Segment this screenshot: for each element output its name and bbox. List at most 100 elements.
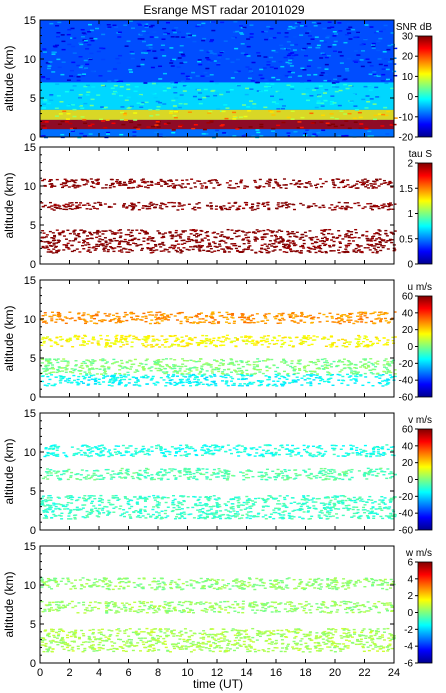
snr-cell bbox=[209, 40, 214, 43]
heatmap-cell bbox=[291, 381, 295, 384]
heatmap-cell bbox=[385, 380, 389, 382]
colorbar-tick-label: 40 bbox=[402, 308, 414, 319]
heatmap-cell bbox=[240, 179, 244, 181]
heatmap-cell bbox=[287, 246, 291, 248]
heatmap-cell bbox=[154, 367, 158, 370]
heatmap-cell bbox=[359, 515, 363, 517]
heatmap-cell bbox=[125, 207, 129, 209]
snr-cell bbox=[290, 85, 295, 88]
heatmap-cell bbox=[357, 334, 361, 337]
heatmap-cell bbox=[165, 338, 169, 340]
heatmap-cell bbox=[343, 202, 347, 204]
snr-cell bbox=[42, 47, 47, 50]
heatmap-cell bbox=[211, 368, 215, 370]
heatmap-cell bbox=[270, 245, 274, 247]
heatmap-cell bbox=[166, 314, 170, 316]
heatmap-cell bbox=[277, 512, 281, 515]
heatmap-cell bbox=[289, 340, 293, 342]
heatmap-cell bbox=[48, 359, 52, 361]
heatmap-cell bbox=[138, 469, 142, 472]
heatmap-cell bbox=[43, 384, 47, 386]
heatmap-cell bbox=[178, 378, 182, 381]
heatmap-cell bbox=[107, 499, 111, 502]
snr-cell bbox=[257, 55, 262, 57]
heatmap-cell bbox=[159, 185, 163, 187]
heatmap-cell bbox=[50, 318, 54, 320]
heatmap-cell bbox=[312, 362, 316, 364]
heatmap-cell bbox=[40, 319, 44, 321]
heatmap-cell bbox=[180, 381, 184, 384]
heatmap-cell bbox=[58, 380, 62, 382]
snr-cell bbox=[138, 93, 143, 96]
heatmap-cell bbox=[98, 368, 102, 370]
snr-cell bbox=[285, 61, 290, 64]
heatmap-cell bbox=[109, 240, 113, 242]
heatmap-cell bbox=[112, 507, 116, 510]
heatmap-cell bbox=[299, 236, 303, 239]
snr-cell bbox=[48, 61, 53, 63]
heatmap-cell bbox=[41, 358, 45, 360]
heatmap-cell bbox=[64, 496, 68, 498]
heatmap-cell bbox=[179, 341, 183, 343]
heatmap-cell bbox=[234, 247, 238, 250]
heatmap-cell bbox=[79, 202, 83, 204]
heatmap-cell bbox=[245, 340, 249, 342]
heatmap-cell bbox=[112, 375, 116, 378]
heatmap-cell bbox=[188, 337, 192, 339]
heatmap-cell bbox=[64, 245, 68, 247]
heatmap-cell bbox=[53, 341, 57, 343]
heatmap-cell bbox=[266, 252, 270, 254]
heatmap-cell bbox=[264, 313, 268, 315]
heatmap-cell bbox=[382, 205, 386, 207]
snr-cell bbox=[294, 22, 299, 25]
heatmap-cell bbox=[393, 515, 397, 518]
heatmap-cell bbox=[147, 475, 151, 477]
snr-cell bbox=[269, 66, 274, 68]
heatmap-cell bbox=[307, 499, 311, 501]
snr-cell bbox=[363, 38, 368, 40]
snr-cell bbox=[90, 39, 95, 42]
heatmap-cell bbox=[391, 317, 395, 319]
heatmap-cell bbox=[332, 244, 336, 246]
heatmap-cell bbox=[158, 232, 162, 235]
heatmap-cell bbox=[272, 364, 276, 367]
heatmap-cell bbox=[157, 339, 161, 342]
snr-cell bbox=[316, 46, 321, 49]
heatmap-cell bbox=[232, 514, 236, 517]
heatmap-cell bbox=[299, 341, 303, 344]
snr-cell bbox=[338, 30, 343, 32]
heatmap-cell bbox=[156, 495, 160, 497]
heatmap-cell bbox=[288, 517, 292, 519]
heatmap-cell bbox=[57, 311, 61, 314]
heatmap-cell bbox=[323, 229, 327, 231]
heatmap-cell bbox=[158, 318, 162, 320]
heatmap-cell bbox=[186, 506, 190, 509]
heatmap-cell bbox=[318, 376, 322, 378]
heatmap-cell bbox=[162, 313, 166, 315]
heatmap-cell bbox=[217, 337, 221, 339]
heatmap-cell bbox=[149, 252, 153, 254]
heatmap-cell bbox=[219, 510, 223, 512]
heatmap-cell bbox=[130, 363, 134, 366]
heatmap-cell bbox=[162, 244, 166, 246]
heatmap-cell bbox=[363, 247, 367, 249]
heatmap-cell bbox=[89, 315, 93, 317]
snr-cell bbox=[236, 70, 241, 73]
heatmap-cell bbox=[264, 518, 268, 520]
heatmap-cell bbox=[64, 369, 68, 371]
heatmap-cell bbox=[67, 186, 71, 188]
heatmap-cell bbox=[170, 379, 174, 381]
snr-cell bbox=[150, 66, 155, 69]
heatmap-cell bbox=[154, 361, 158, 364]
heatmap-cell bbox=[211, 232, 215, 234]
snr-cell bbox=[42, 107, 47, 109]
heatmap-cell bbox=[235, 208, 239, 211]
snr-cell bbox=[144, 25, 149, 27]
heatmap-cell bbox=[189, 187, 193, 189]
heatmap-cell bbox=[112, 379, 116, 381]
heatmap-cell bbox=[118, 236, 122, 239]
heatmap-cell bbox=[66, 518, 70, 520]
heatmap-cell bbox=[137, 339, 141, 341]
snr-cell bbox=[145, 32, 150, 34]
heatmap-cell bbox=[135, 377, 139, 379]
